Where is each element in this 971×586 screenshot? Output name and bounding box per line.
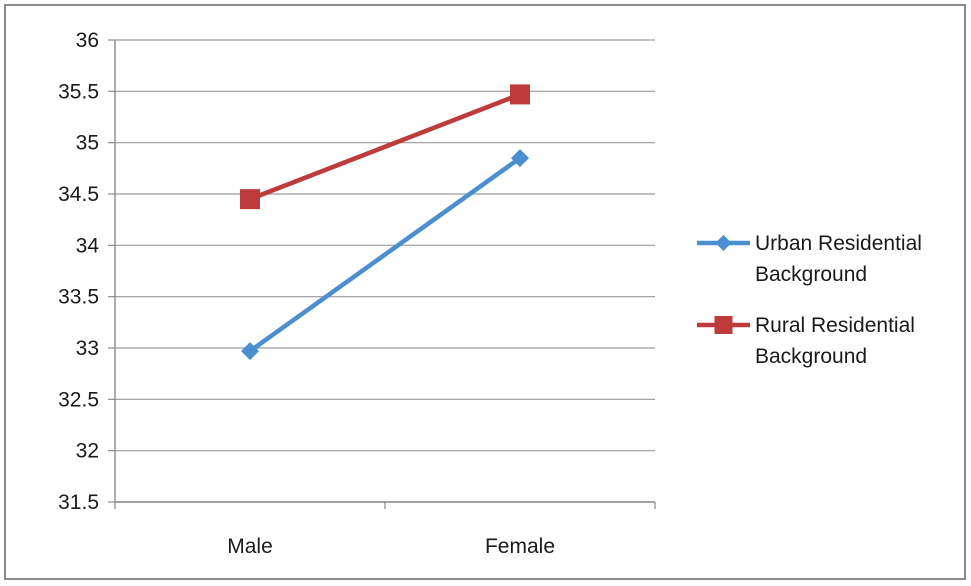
y-tick-label: 32 xyxy=(76,440,99,463)
x-tick-label-male: Male xyxy=(227,535,273,558)
legend-label-line1: Rural Residential xyxy=(755,314,915,337)
legend-item-urban: Urban Residential Background xyxy=(697,232,922,286)
y-tick-label: 34.5 xyxy=(58,183,99,206)
y-tick-label: 33.5 xyxy=(58,286,99,309)
y-tick-label: 34 xyxy=(76,234,100,257)
legend-square-marker xyxy=(714,316,733,334)
legend: Urban Residential Background Rural Resid… xyxy=(697,232,922,368)
legend-label-line2: Background xyxy=(755,263,867,286)
y-tick-label: 31.5 xyxy=(58,491,99,514)
series-0 xyxy=(241,149,529,361)
series-1 xyxy=(240,84,530,210)
data-point-square xyxy=(240,189,260,210)
y-tick-label: 35.5 xyxy=(58,80,99,103)
legend-label-line2: Background xyxy=(755,345,867,368)
data-point-diamond xyxy=(241,342,259,361)
x-tick-label-female: Female xyxy=(485,535,555,558)
gridlines xyxy=(115,39,655,503)
x-tick-labels: Male Female xyxy=(227,535,555,558)
legend-item-rural: Rural Residential Background xyxy=(697,314,915,368)
data-point-square xyxy=(510,84,530,105)
legend-diamond-marker xyxy=(715,235,732,251)
y-tick-label: 32.5 xyxy=(58,388,99,411)
y-tick-labels: 36 35.5 35 34.5 34 33.5 33 32.5 32 31.5 xyxy=(58,29,99,514)
axes xyxy=(108,39,656,509)
y-tick-label: 33 xyxy=(76,337,99,360)
chart-frame xyxy=(4,4,966,580)
legend-label-line1: Urban Residential xyxy=(755,232,922,255)
data-point-diamond xyxy=(511,149,529,168)
series-line xyxy=(249,92,521,202)
series-group xyxy=(240,84,530,361)
y-tick-label: 35 xyxy=(76,132,99,155)
series-line xyxy=(248,156,522,353)
y-tick-label: 36 xyxy=(76,29,99,52)
